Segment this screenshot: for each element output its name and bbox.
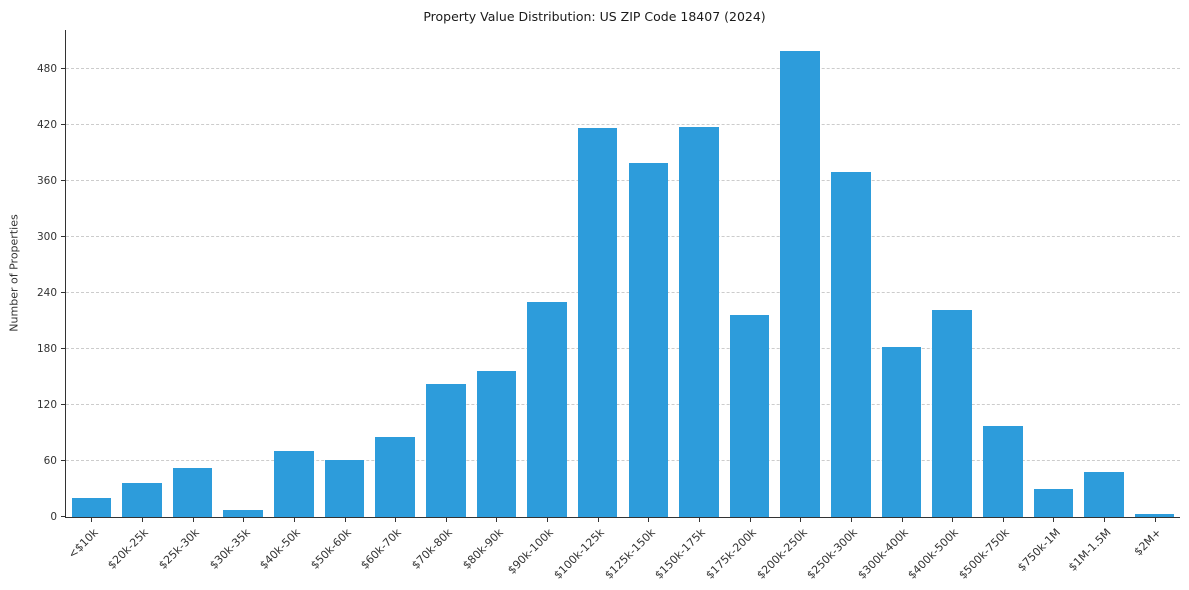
x-tick-label: $80k-90k xyxy=(459,526,506,572)
bar xyxy=(1134,514,1175,517)
x-tick-mark xyxy=(901,517,903,522)
bar xyxy=(729,314,770,517)
x-tick-label: <$10k xyxy=(65,526,101,562)
x-tick-mark xyxy=(344,517,346,522)
y-axis-label: Number of Properties xyxy=(7,214,21,332)
y-tick-mark xyxy=(61,236,66,238)
x-tick-label: $500k-750k xyxy=(956,526,1012,582)
gridline xyxy=(66,68,1180,70)
bar xyxy=(679,127,719,517)
bar xyxy=(983,425,1023,517)
y-tick-mark xyxy=(61,180,66,182)
bar xyxy=(780,50,820,517)
x-tick-mark xyxy=(141,517,143,522)
x-tick-label: $1M-1.5M xyxy=(1065,526,1114,574)
x-tick-mark xyxy=(952,517,954,522)
y-tick-mark xyxy=(61,516,66,517)
x-tick-mark xyxy=(1053,517,1055,522)
x-tick-label: $100k-125k xyxy=(551,526,607,582)
bar xyxy=(1033,489,1074,517)
x-tick-mark xyxy=(547,517,549,522)
x-tick-label: $70k-80k xyxy=(409,526,455,572)
x-tick-label: $50k-60k xyxy=(307,526,354,572)
x-tick-mark xyxy=(1104,517,1106,522)
y-tick-mark xyxy=(61,292,66,294)
bar xyxy=(831,171,871,517)
bar xyxy=(172,467,213,517)
x-tick-mark xyxy=(698,517,700,522)
chart-title: Property Value Distribution: US ZIP Code… xyxy=(423,9,766,24)
x-tick-mark xyxy=(496,517,498,522)
x-tick-label: $750k-1M xyxy=(1014,526,1063,574)
x-tick-label: $200k-250k xyxy=(753,526,810,582)
y-tick-mark xyxy=(61,460,66,462)
y-tick-label: 360 xyxy=(36,175,57,188)
gridline xyxy=(66,292,1180,294)
x-tick-mark xyxy=(445,517,447,522)
plot-area: 0 60 120 180 240 300 360 420 480 <$10k $20k-25k $25… xyxy=(37,30,1180,582)
y-tick-label: 420 xyxy=(36,119,57,132)
bar xyxy=(324,460,365,517)
y-tick-label: 0 xyxy=(50,511,57,523)
gridline xyxy=(66,460,1180,462)
gridline xyxy=(66,348,1180,350)
x-tick-mark xyxy=(800,517,802,522)
y-tick-label: 300 xyxy=(36,231,57,244)
bar xyxy=(932,309,972,517)
x-tick-mark xyxy=(192,517,194,522)
gridline xyxy=(66,404,1180,406)
y-tick-label: 180 xyxy=(36,343,57,356)
y-tick-label: 120 xyxy=(36,399,57,412)
bar xyxy=(426,383,466,517)
y-tick-label: 480 xyxy=(36,63,57,76)
y-tick-mark xyxy=(61,68,66,70)
bar xyxy=(375,436,415,517)
x-tick-label: $20k-25k xyxy=(105,526,152,572)
bar xyxy=(628,163,669,517)
x-tick-mark xyxy=(749,517,751,522)
x-tick-label: $250k-300k xyxy=(804,526,861,582)
x-tick-mark xyxy=(597,517,599,522)
x-tick-mark xyxy=(91,517,93,522)
gridline xyxy=(66,180,1180,182)
bar xyxy=(476,370,517,517)
bar xyxy=(274,450,314,517)
y-tick-label: 240 xyxy=(36,287,57,300)
bar xyxy=(1084,472,1124,517)
x-tick-mark xyxy=(850,517,852,522)
x-tick-mark xyxy=(243,517,245,522)
x-tick-label: $400k-500k xyxy=(905,526,962,582)
x-tick-label: $150k-175k xyxy=(652,526,709,582)
x-tick-label: $175k-200k xyxy=(703,526,759,582)
bar xyxy=(527,302,567,517)
bar xyxy=(881,347,922,517)
x-tick-mark xyxy=(293,517,295,522)
x-tick-label: $2M+ xyxy=(1131,526,1164,559)
y-tick-label: 60 xyxy=(43,455,57,468)
gridline xyxy=(66,236,1180,238)
x-tick-mark xyxy=(1154,517,1156,522)
bar xyxy=(71,498,112,517)
bar xyxy=(122,483,162,517)
bar xyxy=(577,127,618,517)
x-tick-label: $125k-150k xyxy=(601,526,658,582)
gridline xyxy=(66,124,1180,126)
x-tick-mark xyxy=(395,517,397,522)
x-tick-mark xyxy=(648,517,650,522)
x-tick-label: $25k-30k xyxy=(156,526,202,572)
y-tick-mark xyxy=(61,404,66,406)
bar xyxy=(223,510,263,517)
x-tick-mark xyxy=(1002,517,1004,522)
x-tick-label: $60k-70k xyxy=(358,526,405,572)
x-tick-label: $300k-400k xyxy=(855,526,911,582)
x-tick-label: $40k-50k xyxy=(257,526,304,572)
y-tick-mark xyxy=(61,348,66,350)
x-tick-label: $90k-100k xyxy=(505,526,557,577)
x-tick-label: $30k-35k xyxy=(206,526,253,572)
y-tick-mark xyxy=(61,124,66,126)
